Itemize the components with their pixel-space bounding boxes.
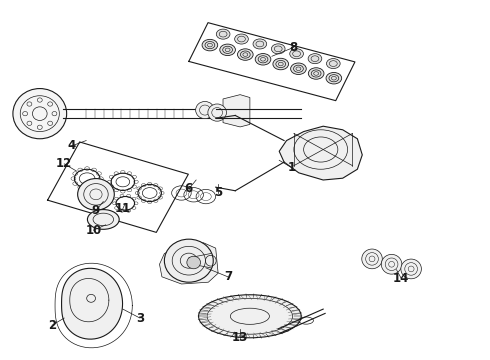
Ellipse shape [253, 39, 267, 49]
Ellipse shape [401, 259, 421, 279]
Ellipse shape [291, 63, 306, 75]
Ellipse shape [326, 59, 340, 69]
Polygon shape [62, 268, 122, 339]
Text: 5: 5 [214, 186, 222, 199]
Ellipse shape [196, 102, 214, 119]
Ellipse shape [238, 49, 253, 60]
Ellipse shape [235, 34, 248, 44]
Ellipse shape [271, 44, 285, 54]
Ellipse shape [198, 295, 301, 338]
Polygon shape [279, 126, 362, 180]
Ellipse shape [273, 58, 289, 70]
Polygon shape [223, 95, 250, 127]
Text: 3: 3 [136, 311, 144, 325]
Text: 6: 6 [185, 183, 193, 195]
Ellipse shape [362, 249, 382, 269]
Ellipse shape [326, 72, 342, 84]
Ellipse shape [208, 104, 226, 121]
Ellipse shape [13, 89, 67, 139]
Ellipse shape [77, 179, 114, 210]
Ellipse shape [381, 255, 402, 274]
Text: 12: 12 [56, 157, 73, 170]
Ellipse shape [220, 44, 235, 55]
Text: 7: 7 [224, 270, 232, 283]
Ellipse shape [216, 29, 230, 39]
Text: 4: 4 [68, 139, 75, 152]
Text: 11: 11 [115, 202, 131, 215]
Ellipse shape [290, 49, 303, 59]
Ellipse shape [164, 239, 213, 282]
Ellipse shape [308, 54, 322, 64]
Ellipse shape [202, 39, 218, 51]
Text: 10: 10 [85, 224, 101, 237]
Ellipse shape [87, 210, 119, 229]
Text: 8: 8 [290, 41, 298, 54]
Text: 13: 13 [232, 331, 248, 344]
Ellipse shape [187, 256, 200, 269]
Polygon shape [159, 243, 218, 284]
Text: 14: 14 [393, 272, 410, 285]
Ellipse shape [308, 68, 324, 79]
Text: 1: 1 [287, 161, 295, 174]
Text: 2: 2 [48, 319, 56, 332]
Text: 9: 9 [92, 204, 100, 217]
Ellipse shape [255, 54, 271, 65]
